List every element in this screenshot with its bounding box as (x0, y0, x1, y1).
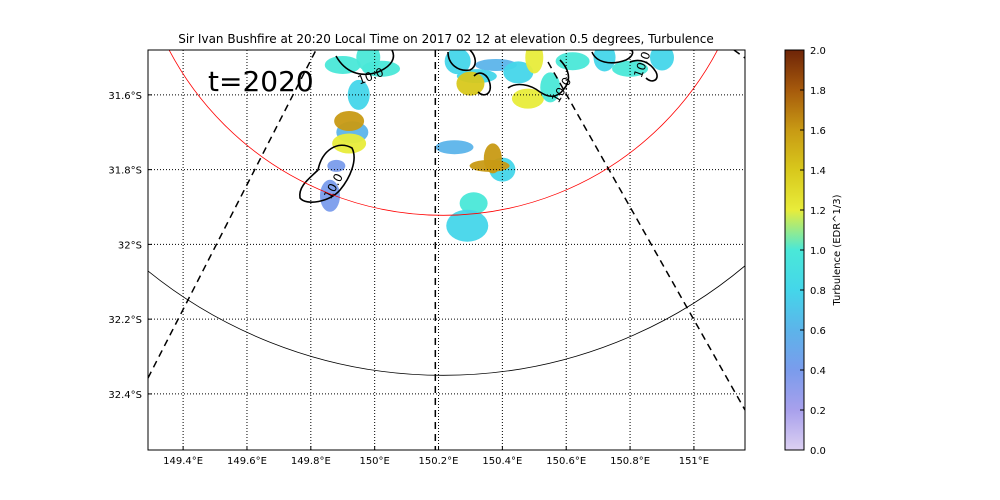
echo-patch (483, 143, 502, 174)
echo-patch (435, 140, 474, 155)
y-tick-label: 31.6°S (108, 91, 142, 102)
x-tick-label: 150°E (359, 456, 389, 467)
colorbar-tick-label: 1.2 (810, 206, 826, 217)
echo-patch (332, 133, 367, 154)
colorbar-tick-label: 2.0 (810, 46, 826, 57)
chart-title: Sir Ivan Bushfire at 20:20 Local Time on… (178, 32, 714, 46)
x-axis-ticks: 149.4°E 149.6°E 149.8°E 150°E 150.2°E 150.4°E… (163, 446, 709, 467)
colorbar-tick-label: 1.4 (810, 166, 826, 177)
radar-beam-lines (148, 50, 745, 450)
y-tick-label: 32.2°S (108, 315, 142, 326)
echo-patch (334, 111, 365, 132)
echo-patch (511, 88, 544, 109)
grid-lines (148, 50, 745, 450)
echo-patch (459, 192, 488, 215)
x-tick-label: 149.4°E (163, 456, 203, 467)
beam-line-corner (733, 50, 745, 59)
contour-line (447, 50, 477, 72)
x-tick-label: 150.2°E (419, 456, 459, 467)
x-tick-label: 151°E (679, 456, 709, 467)
colorbar-label: Turbulence (EDR^1/3) (832, 194, 843, 306)
colorbar-tick-label: 1.8 (810, 86, 826, 97)
y-tick-label: 32°S (118, 240, 142, 251)
range-ring-inner (168, 50, 718, 216)
colorbar-tick-label: 0.0 (810, 446, 826, 457)
x-tick-label: 150.4°E (482, 456, 522, 467)
echo-patch (444, 50, 471, 75)
echo-patch (327, 159, 346, 172)
y-tick-label: 32.4°S (108, 390, 142, 401)
plot-area: 10.010.0 10.010.0 (148, 50, 745, 450)
echo-patch (503, 61, 534, 84)
colorbar: 0.0 0.2 0.4 0.6 0.8 1.0 1.2 1.4 1.6 1.8 2.0 Turbul… (784, 46, 843, 457)
echo-patch (649, 50, 674, 71)
beam-line-right (547, 61, 745, 411)
y-axis-ticks: 31.6°S 31.8°S 32°S 32.2°S 32.4°S (108, 91, 152, 401)
x-tick-label: 149.6°E (227, 456, 267, 467)
range-rings (148, 50, 745, 376)
colorbar-tick-label: 1.0 (810, 246, 826, 257)
contour-line (473, 72, 492, 96)
contour-line (629, 59, 658, 82)
x-tick-label: 150.8°E (610, 456, 650, 467)
colorbar-tick-label: 1.6 (810, 126, 826, 137)
range-ring-outer (148, 265, 745, 376)
x-tick-label: 149.8°E (291, 456, 331, 467)
colorbar-tick-label: 0.4 (810, 366, 826, 377)
echo-patch (593, 50, 616, 72)
beam-line-left (148, 50, 317, 379)
time-annotation: t=2020 (208, 65, 314, 98)
contour-line (335, 50, 395, 76)
echo-patch (456, 71, 485, 96)
colorbar-tick-label: 0.8 (810, 286, 826, 297)
x-tick-label: 150.6°E (546, 456, 586, 467)
contour-line (299, 144, 355, 203)
colorbar-tick-label: 0.2 (810, 406, 826, 417)
contour-line (591, 50, 634, 64)
contour-line (507, 59, 570, 98)
colorbar-tick-label: 0.6 (810, 326, 826, 337)
y-tick-label: 31.8°S (108, 166, 142, 177)
echo-patch (319, 179, 340, 212)
colorbar-ticks: 0.0 0.2 0.4 0.6 0.8 1.0 1.2 1.4 1.6 1.8 2.0 (800, 46, 826, 457)
plot-frame (147, 49, 746, 451)
echo-patch (446, 209, 489, 242)
echo-patch (525, 50, 544, 74)
